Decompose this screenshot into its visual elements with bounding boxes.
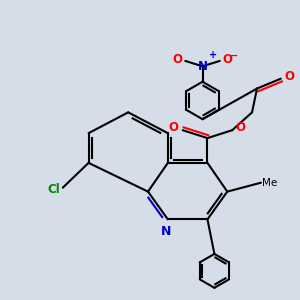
Text: +: + [209, 50, 217, 60]
Text: O: O [223, 53, 233, 66]
Text: N: N [161, 225, 172, 238]
Text: N: N [197, 60, 208, 73]
Text: −: − [229, 51, 238, 61]
Text: O: O [236, 121, 246, 134]
Text: O: O [168, 121, 178, 134]
Text: O: O [284, 70, 294, 83]
Text: O: O [172, 53, 182, 66]
Text: Me: Me [262, 178, 278, 188]
Text: Cl: Cl [47, 183, 60, 196]
